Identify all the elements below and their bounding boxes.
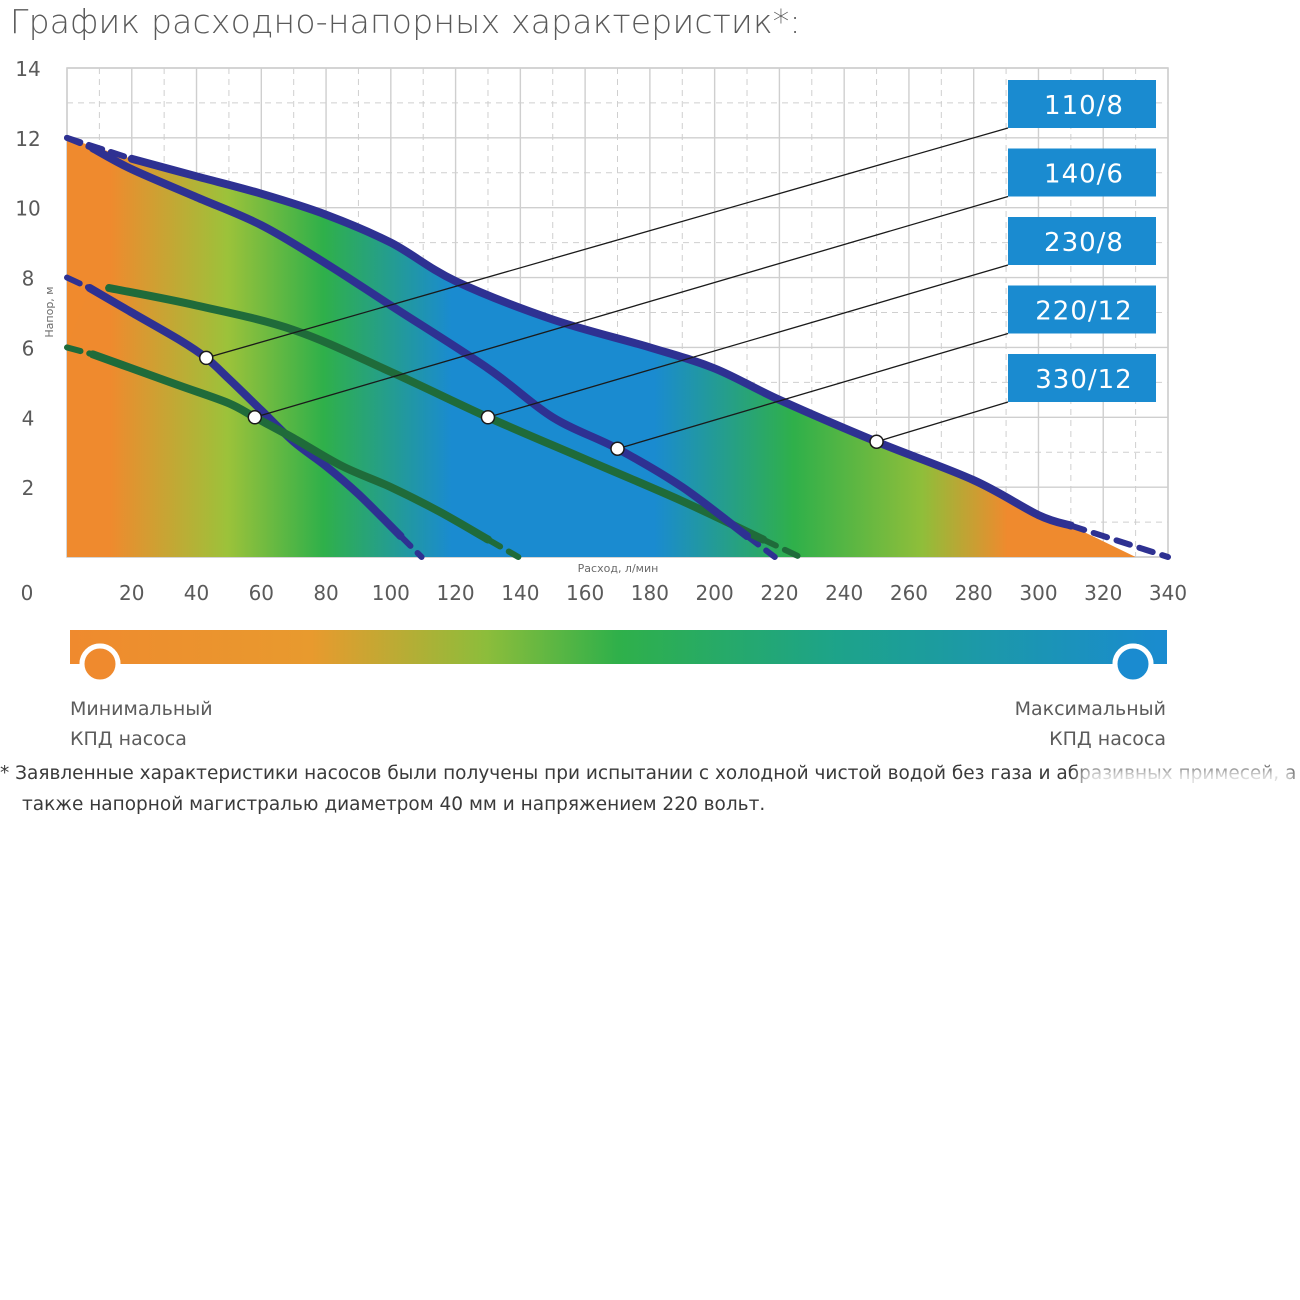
efficiency-area: [67, 137, 1136, 557]
footnote-line1: * Заявленные характеристики насосов были…: [0, 763, 1297, 784]
leader-line: [487, 264, 1009, 418]
x-tick-label: 320: [1084, 581, 1122, 605]
curve-230-8: [105, 284, 768, 544]
curve-220-12: [88, 144, 751, 540]
curve-marker: [869, 434, 884, 449]
x-tick-label: 40: [184, 581, 209, 605]
x-tick-label: 140: [501, 581, 539, 605]
x-tick-label: 60: [249, 581, 274, 605]
curve-marker: [610, 441, 625, 456]
x-tick-label: 120: [436, 581, 474, 605]
label-140-6: 140/6: [1008, 148, 1156, 197]
head-flow-chart: 110/8 140/6 230/8 220/12 330/12 0 20 40 60 80 100…: [15, 57, 1188, 690]
curve-marker: [198, 350, 214, 366]
curve-extension-start: [64, 274, 93, 292]
label-text: 220/12: [1035, 297, 1132, 327]
legend-min-line1: Минимальный: [70, 698, 213, 720]
label-text: 110/8: [1044, 91, 1124, 121]
label-box: [1008, 285, 1156, 334]
curve-extension-end: [744, 533, 778, 560]
leader-line: [206, 127, 1009, 359]
y-tick-label: 8: [22, 267, 35, 291]
y-tick-label: 14: [15, 57, 40, 81]
curve-330-12: [127, 154, 1075, 530]
label-330-12: 330/12: [1008, 354, 1156, 402]
curve-extension-end: [484, 536, 522, 560]
label-text: 330/12: [1035, 365, 1132, 395]
max-efficiency-dot-top: [1112, 643, 1154, 685]
label-text: 230/8: [1044, 228, 1124, 258]
curve-extension-end: [760, 536, 804, 560]
label-box: [1008, 354, 1156, 402]
x-tick-label: 100: [372, 581, 410, 605]
x-tick-label: 260: [890, 581, 928, 605]
x-tick-label: 180: [631, 581, 669, 605]
label-box: [1008, 217, 1156, 265]
x-tick-label: 200: [696, 581, 734, 605]
x-tick-label: 300: [1019, 581, 1057, 605]
colorbar-band: [70, 630, 1167, 664]
label-text: 140/6: [1044, 160, 1124, 190]
x-tick-label: 240: [825, 581, 863, 605]
legend-max-efficiency: Максимальный КПД насоса: [1015, 694, 1166, 754]
x-tick-label: 340: [1149, 581, 1187, 605]
curve-markers: [198, 350, 884, 456]
pump-curves: [85, 144, 1075, 544]
colorbar-mask: [66, 664, 1172, 690]
curve-extension-end: [1067, 522, 1171, 560]
curve-110-8: [85, 284, 405, 540]
efficiency-fill: [67, 137, 1136, 557]
x-tick-label: 80: [313, 581, 338, 605]
legend-min-efficiency: Минимальный КПД насоса: [70, 694, 213, 754]
x-tick-label: 0: [21, 581, 34, 605]
efficiency-fill-left: [67, 277, 90, 348]
leader-line: [254, 195, 1009, 418]
watermark-blur: [1080, 768, 1295, 812]
y-tick-label: 6: [22, 336, 35, 360]
legend-min-line2: КПД насоса: [70, 728, 187, 750]
x-tick-label: 160: [566, 581, 604, 605]
leader-lines: [206, 127, 1009, 450]
chart-title: График расходно-напорных характеристик*:: [10, 2, 801, 41]
legend-max-line1: Максимальный: [1014, 698, 1166, 720]
y-tick-label: 10: [15, 197, 40, 221]
legend-max-line2: КПД насоса: [1049, 728, 1166, 750]
x-tick-label: 280: [955, 581, 993, 605]
min-efficiency-dot-top: [79, 643, 121, 685]
footnote: * Заявленные характеристики насосов были…: [0, 758, 1300, 820]
y-axis-label: Напор, м: [43, 286, 56, 337]
curve-marker: [247, 410, 263, 425]
label-110-8: 110/8: [1008, 80, 1156, 128]
footnote-line2: также напорной магистралью диаметром 40 …: [22, 794, 766, 815]
label-220-12: 220/12: [1008, 285, 1156, 334]
y-tick-label: 4: [22, 406, 35, 430]
series-labels: 110/8 140/6 230/8 220/12 330/12: [1008, 80, 1156, 402]
y-tick-label: 12: [15, 127, 40, 151]
label-box: [1008, 80, 1156, 128]
x-axis-label: Расход, л/мин: [578, 562, 659, 575]
efficiency-colorbar: [66, 630, 1172, 690]
leader-line: [876, 401, 1009, 443]
label-230-8: 230/8: [1008, 217, 1156, 265]
x-tick-label: 220: [760, 581, 798, 605]
x-tick-label: 20: [119, 581, 144, 605]
curve-marker: [480, 410, 496, 425]
label-box: [1008, 148, 1156, 197]
curve-140-6: [88, 350, 492, 544]
leader-line: [617, 332, 1009, 450]
curve-extension-end: [397, 533, 425, 560]
axes: 0 20 40 60 80 100 120 140 160 180 200 220 240 260 280 3…: [15, 57, 1187, 605]
y-tick-label: 2: [22, 476, 35, 500]
curve-extension-start: [64, 344, 96, 358]
